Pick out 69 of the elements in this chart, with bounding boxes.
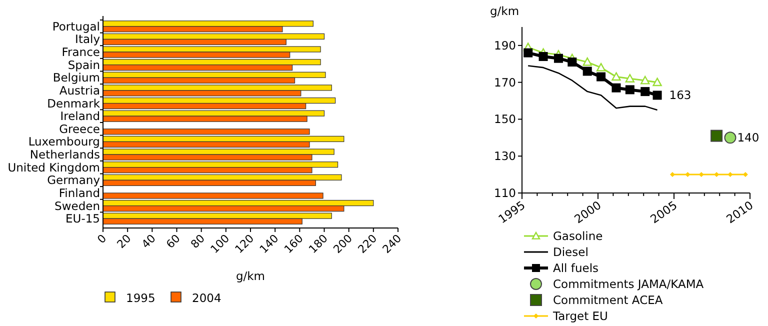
- y-tick-label: Luxembourg: [28, 134, 100, 149]
- point: [524, 48, 533, 58]
- point: [728, 172, 733, 178]
- legend-label: Gasoline: [553, 229, 603, 243]
- y-tick-label: Finland: [58, 186, 100, 200]
- y-tick-label: Spain: [68, 58, 100, 72]
- point: [582, 66, 592, 76]
- x-tick-label: 200: [330, 232, 355, 256]
- point: [612, 72, 621, 81]
- legend-label: Commitment ACEA: [553, 293, 663, 307]
- y-tick-label: Belgium: [52, 70, 100, 85]
- y-axis-title: g/km: [490, 4, 520, 18]
- data-label: 140: [737, 130, 760, 145]
- y-tick-label: Portugal: [52, 19, 100, 34]
- point: [724, 132, 736, 144]
- point: [640, 76, 650, 84]
- point: [652, 78, 662, 86]
- legend-label: 1995: [126, 291, 156, 305]
- y-tick-label: United Kingdom: [8, 160, 100, 174]
- point: [612, 83, 621, 92]
- legend-label: Target EU: [552, 309, 608, 323]
- point: [652, 90, 662, 100]
- x-tick-label: 80: [188, 232, 208, 252]
- y-tick-label: Austria: [59, 83, 100, 98]
- x-tick-label: 240: [380, 232, 404, 256]
- x-axis-title: g/km: [236, 269, 266, 283]
- y-tick-label: 150: [494, 112, 516, 126]
- y-tick-label: 110: [494, 186, 516, 200]
- x-tick-label: 160: [282, 232, 306, 256]
- point: [685, 172, 690, 178]
- point: [698, 172, 704, 178]
- x-tick-label: 0: [94, 232, 110, 246]
- legend-label: 2004: [192, 291, 222, 305]
- y-tick-label: 170: [494, 75, 516, 90]
- y-tick-label: Ireland: [60, 109, 100, 124]
- x-tick-label: 40: [139, 232, 158, 252]
- point: [582, 57, 592, 66]
- x-tick-label: 100: [208, 232, 232, 256]
- y-tick-label: 190: [494, 38, 516, 52]
- y-tick-label: France: [62, 45, 100, 60]
- point: [596, 62, 606, 72]
- x-tick-label: 120: [232, 232, 257, 256]
- x-tick-label: 60: [164, 232, 183, 252]
- point: [625, 85, 634, 94]
- x-tick-label: 20: [114, 232, 134, 252]
- point: [625, 74, 635, 82]
- y-tick-label: 130: [494, 149, 516, 164]
- point: [568, 58, 577, 67]
- legend-label: Commitments JAMA/KAMA: [553, 277, 704, 291]
- x-tick-label: 180: [306, 232, 330, 256]
- point: [640, 87, 650, 96]
- y-tick-label: Greece: [59, 122, 100, 136]
- point: [710, 130, 723, 142]
- point: [538, 52, 548, 62]
- y-tick-label: EU-15: [66, 212, 100, 226]
- data-label: 163: [669, 88, 692, 102]
- y-tick-label: Denmark: [47, 96, 100, 110]
- point: [670, 172, 675, 178]
- y-tick-label: Italy: [75, 32, 100, 46]
- y-tick-label: Sweden: [54, 198, 100, 213]
- point: [554, 54, 563, 63]
- line-series: [527, 65, 658, 111]
- x-tick-label: 140: [257, 232, 282, 256]
- point: [596, 72, 606, 82]
- legend-label: All fuels: [553, 261, 599, 275]
- x-tick-label: 220: [355, 232, 380, 256]
- y-tick-label: Germany: [47, 173, 100, 188]
- y-tick-label: Netherlands: [30, 148, 100, 162]
- legend-label: Diesel: [553, 245, 588, 259]
